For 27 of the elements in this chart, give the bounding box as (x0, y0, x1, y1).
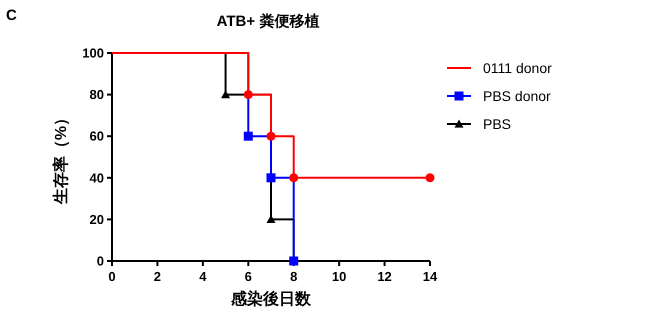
x-tick-label: 6 (244, 269, 252, 284)
point (266, 173, 276, 182)
x-tick-label: 8 (290, 269, 298, 284)
legend-label: 0111 donor (483, 60, 552, 76)
y-tick-label: 40 (90, 170, 104, 186)
x-tick-label: 2 (154, 269, 162, 284)
y-tick-label: 20 (90, 212, 104, 227)
y-tick-label: 100 (82, 46, 104, 60)
x-axis-title: 感染後日数 (230, 290, 312, 308)
x-tick-label: 4 (199, 269, 208, 284)
y-axis-title: 生存率（%） (51, 110, 70, 206)
point (244, 132, 253, 141)
point (266, 132, 276, 141)
point (289, 173, 298, 182)
x-tick-label: 0 (108, 269, 116, 284)
text: C (6, 7, 17, 24)
point (426, 173, 434, 182)
chart-title: ATB+ 粪便移植 (216, 13, 320, 30)
legend-label: PBS (483, 116, 512, 132)
y-tick-label: 60 (90, 128, 104, 144)
point (244, 90, 253, 100)
y-tick-label: 80 (90, 87, 104, 102)
y-tick-label: 0 (96, 254, 104, 268)
x-tick-label: 12 (377, 269, 392, 284)
legend-label: PBS donor (483, 88, 552, 104)
x-tick-label: 14 (422, 269, 438, 284)
x-tick-label: 10 (332, 269, 346, 284)
